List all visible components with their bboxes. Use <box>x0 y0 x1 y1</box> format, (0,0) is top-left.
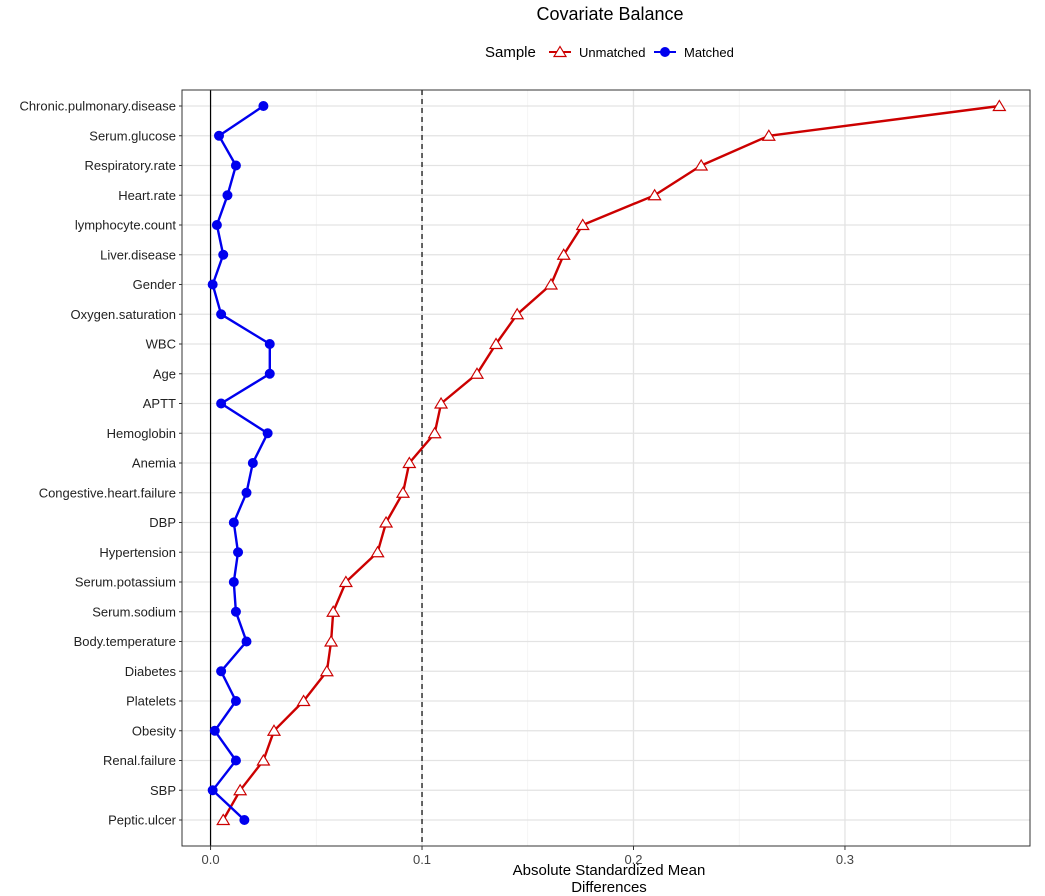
legend-item-unmatched: Unmatched <box>549 45 645 60</box>
y-tick-label: Anemia <box>132 456 177 471</box>
data-point-unmatched <box>379 515 394 528</box>
data-point-unmatched <box>543 277 559 290</box>
legend-unmatched-triangle-icon <box>552 45 568 58</box>
data-point-unmatched <box>256 753 271 766</box>
data-point-unmatched <box>469 367 485 379</box>
data-point-matched <box>218 249 229 260</box>
data-point-matched <box>247 458 258 468</box>
data-point-matched <box>264 368 275 379</box>
data-point-matched <box>233 547 244 558</box>
y-tick-label: Gender <box>133 277 177 292</box>
series-matched <box>207 101 275 825</box>
data-point-unmatched <box>433 396 449 409</box>
y-tick-label: Age <box>153 366 176 381</box>
data-point-unmatched <box>296 694 311 707</box>
data-point-matched <box>258 101 269 111</box>
x-tick-label: 0.1 <box>413 852 431 867</box>
data-point-unmatched <box>761 129 776 141</box>
x-axis-title-line2: Differences <box>571 879 647 896</box>
y-tick-label: lymphocyte.count <box>75 218 177 233</box>
data-point-matched <box>241 636 252 647</box>
data-point-matched <box>209 725 220 736</box>
data-point-unmatched <box>326 605 341 617</box>
x-axis-ticks: 0.0 0.1 0.2 0.3 <box>202 846 854 867</box>
data-point-unmatched <box>266 724 282 736</box>
plot-border <box>181 89 1031 847</box>
x-tick-label: 0.3 <box>836 852 854 867</box>
data-point-matched <box>262 428 273 439</box>
data-point-unmatched <box>216 813 231 826</box>
data-point-matched <box>239 815 250 825</box>
reference-lines <box>209 90 423 846</box>
y-tick-label: Body.temperature <box>74 634 176 649</box>
series-layer <box>207 99 1007 826</box>
data-point-unmatched <box>402 456 417 469</box>
legend-item-matched: Matched <box>654 45 734 60</box>
legend-matched-circle-icon <box>660 47 670 57</box>
x-tick-label: 0.0 <box>202 852 220 867</box>
data-point-matched <box>230 755 241 766</box>
data-point-matched <box>230 606 241 617</box>
data-point-unmatched <box>233 783 248 796</box>
data-point-matched <box>228 577 239 587</box>
data-point-matched <box>216 398 227 409</box>
data-point-unmatched <box>488 337 504 350</box>
series-unmatched <box>216 99 1007 826</box>
data-point-matched <box>207 785 218 796</box>
data-point-matched <box>222 190 233 201</box>
chart-title: Covariate Balance <box>536 4 683 24</box>
data-point-unmatched <box>647 188 662 201</box>
y-tick-label: Serum.potassium <box>75 575 176 590</box>
data-point-matched <box>264 339 275 349</box>
y-tick-label: WBC <box>146 337 176 352</box>
data-point-matched <box>214 130 225 141</box>
legend: Sample Unmatched Matched <box>485 44 734 61</box>
data-point-matched <box>230 160 241 171</box>
x-axis-title-line1: Absolute Standardized Mean <box>513 862 706 879</box>
y-tick-label: Diabetes <box>125 664 177 679</box>
legend-unmatched-label: Unmatched <box>579 45 645 60</box>
y-tick-label: Renal.failure <box>103 753 176 768</box>
y-tick-label: Chronic.pulmonary.disease <box>19 99 176 114</box>
y-tick-label: Platelets <box>126 694 176 709</box>
legend-title: Sample <box>485 44 536 61</box>
data-point-unmatched <box>992 99 1007 112</box>
data-point-unmatched <box>575 218 590 231</box>
y-tick-label: Liver.disease <box>100 247 176 262</box>
y-tick-label: Hemoglobin <box>107 426 176 441</box>
data-point-unmatched <box>324 634 339 647</box>
data-point-matched <box>241 487 252 498</box>
data-point-unmatched <box>510 307 525 320</box>
data-point-unmatched <box>370 545 385 558</box>
y-tick-label: Respiratory.rate <box>84 158 176 173</box>
y-tick-label: APTT <box>143 396 176 411</box>
grid <box>182 90 1030 846</box>
y-tick-label: Serum.glucose <box>89 128 176 143</box>
y-tick-label: Serum.sodium <box>92 604 176 619</box>
y-tick-label: Congestive.heart.failure <box>39 485 176 500</box>
data-point-unmatched <box>556 248 571 260</box>
data-point-unmatched <box>338 575 353 588</box>
data-point-unmatched <box>694 158 709 171</box>
data-point-matched <box>216 309 227 320</box>
data-point-matched <box>230 696 241 706</box>
data-point-matched <box>228 517 239 528</box>
legend-matched-label: Matched <box>684 45 734 60</box>
y-axis-labels: Chronic.pulmonary.disease Serum.glucose Re… <box>19 99 176 828</box>
data-point-matched <box>207 279 218 290</box>
y-tick-label: Hypertension <box>99 545 176 560</box>
y-tick-label: DBP <box>149 515 176 530</box>
data-point-unmatched <box>427 426 442 439</box>
data-point-unmatched <box>319 664 334 677</box>
x-tick-label: 0.2 <box>624 852 642 867</box>
y-tick-label: Peptic.ulcer <box>108 813 177 828</box>
data-point-unmatched <box>395 486 411 498</box>
y-tick-label: Obesity <box>132 723 177 738</box>
y-tick-label: Oxygen.saturation <box>70 307 176 322</box>
y-tick-label: Heart.rate <box>118 188 176 203</box>
data-point-matched <box>216 666 227 677</box>
data-point-matched <box>211 220 222 230</box>
y-tick-label: SBP <box>150 783 176 798</box>
